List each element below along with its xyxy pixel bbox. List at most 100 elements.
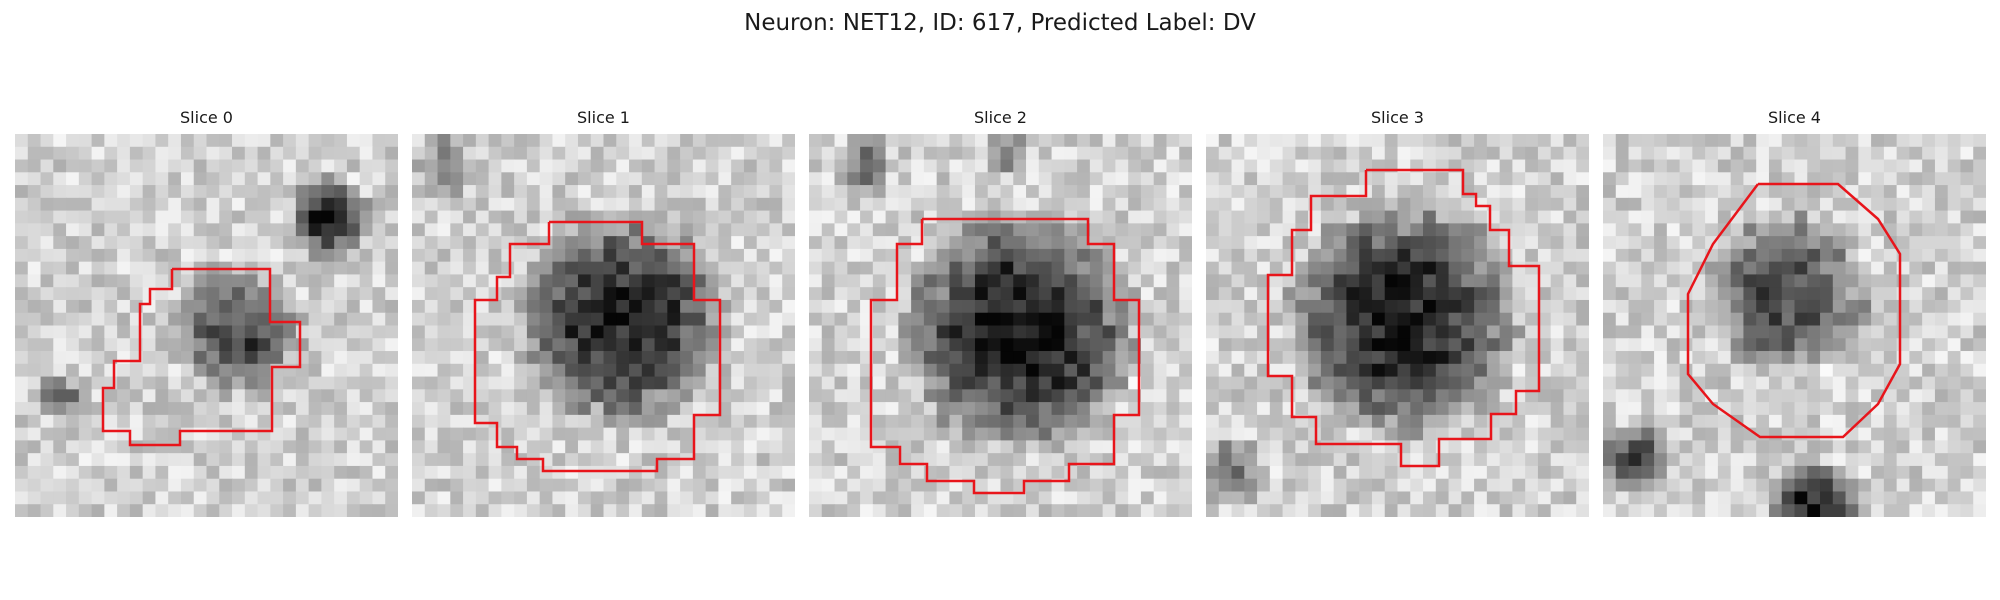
pixel-cell (1537, 299, 1552, 314)
pixel-cell (526, 376, 541, 390)
pixel-cell (40, 312, 54, 327)
pixel-cell (295, 159, 310, 173)
pixel-cell (1628, 197, 1642, 212)
pixel-cell (1717, 299, 1732, 314)
pixel-cell (437, 338, 451, 352)
pixel-cell (437, 363, 451, 378)
pixel-cell (821, 172, 836, 186)
pixel-cell (117, 440, 131, 454)
pixel-cell (1308, 389, 1322, 403)
pixel-cell (1077, 325, 1091, 339)
pixel-cell (1768, 453, 1783, 467)
pixel-cell (1359, 146, 1373, 161)
pixel-cell (1102, 248, 1116, 263)
pixel-cell (718, 185, 732, 199)
pixel-cell (412, 491, 426, 505)
pixel-cell (1896, 376, 1910, 390)
pixel-cell (1973, 402, 1986, 416)
pixel-cell (1000, 376, 1014, 390)
pixel-cell (1371, 440, 1386, 454)
pixel-cell (603, 312, 617, 327)
pixel-cell (1807, 299, 1821, 314)
pixel-cell (1832, 478, 1847, 493)
pixel-cell (501, 504, 515, 517)
pixel-cell (1615, 376, 1630, 390)
pixel-cell (565, 134, 579, 148)
pixel-cell (1845, 248, 1859, 263)
pixel-cell (616, 185, 630, 199)
pixel-cell (1603, 312, 1617, 327)
pixel-cell (1089, 363, 1104, 378)
pixel-cell (219, 146, 233, 161)
pixel-cell (1051, 261, 1065, 276)
pixel-cell (1346, 389, 1360, 403)
pixel-cell (667, 185, 681, 199)
pixel-cell (359, 299, 374, 314)
pixel-cell (834, 427, 848, 441)
pixel-cell (104, 363, 118, 378)
pixel-cell (66, 325, 80, 339)
pixel-cell (66, 453, 80, 467)
pixel-cell (27, 274, 42, 288)
pixel-cell (1257, 210, 1271, 224)
pixel-cell (1359, 376, 1373, 390)
pixel-cell (321, 146, 335, 161)
pixel-cell (680, 197, 694, 212)
pixel-cell (1615, 248, 1630, 263)
pixel-cell (616, 414, 630, 429)
pixel-cell (936, 134, 951, 148)
pixel-cell (129, 338, 144, 352)
pixel-cell (15, 312, 29, 327)
pixel-cell (1947, 504, 1962, 517)
pixel-cell (1064, 440, 1078, 454)
pixel-cell (847, 414, 861, 429)
pixel-cell (629, 248, 643, 263)
pixel-cell (974, 491, 989, 505)
pixel-cell (1525, 312, 1539, 327)
pixel-cell (821, 236, 836, 250)
pixel-cell (705, 236, 719, 250)
pixel-cell (1781, 478, 1796, 493)
pixel-cell (346, 299, 361, 314)
pixel-cell (450, 351, 464, 365)
pixel-cell (1781, 236, 1796, 250)
pixel-cell (987, 172, 1002, 186)
pixel-cell (1576, 414, 1589, 429)
pixel-cell (359, 402, 374, 416)
pixel-cell (1934, 427, 1949, 441)
pixel-cell (1563, 210, 1577, 224)
pixel-cell (1448, 491, 1462, 505)
pixel-cell (334, 440, 348, 454)
pixel-cell (1206, 185, 1220, 199)
pixel-cell (1883, 146, 1898, 161)
pixel-cell (1576, 504, 1589, 517)
pixel-cell (1654, 172, 1668, 186)
pixel-cell (1474, 210, 1488, 224)
pixel-cell (641, 325, 656, 339)
pixel-cell (1244, 172, 1258, 186)
pixel-cell (680, 491, 694, 505)
pixel-cell (359, 427, 374, 441)
pixel-cell (1563, 287, 1577, 301)
pixel-cell (514, 376, 528, 390)
pixel-cell (629, 351, 643, 365)
pixel-cell (565, 376, 579, 390)
pixel-cell (1461, 478, 1475, 493)
pixel-cell (1115, 491, 1129, 505)
pixel-cell (450, 414, 464, 429)
pixel-cell (1628, 465, 1642, 480)
pixel-cell (1947, 197, 1962, 212)
pixel-cell (475, 299, 490, 314)
pixel-cell (1051, 440, 1065, 454)
pixel-cell (949, 261, 963, 276)
pixel-cell (437, 261, 451, 276)
pixel-cell (898, 478, 912, 493)
pixel-cell (346, 491, 361, 505)
pixel-cell (1820, 172, 1834, 186)
pixel-cell (1435, 287, 1450, 301)
pixel-cell (1448, 197, 1462, 212)
pixel-cell (1679, 261, 1693, 276)
pixel-cell (1166, 389, 1180, 403)
pixel-cell (142, 210, 157, 224)
pixel-cell (911, 172, 925, 186)
